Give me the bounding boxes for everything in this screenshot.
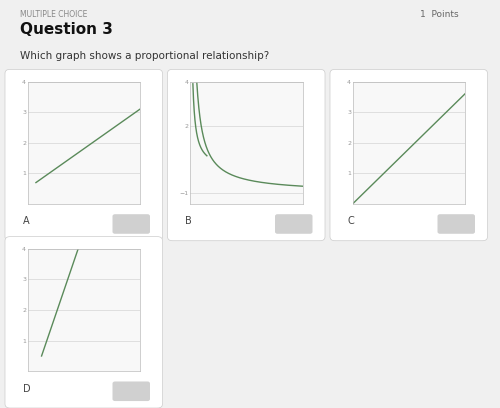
Text: C: C xyxy=(348,216,354,226)
Text: B: B xyxy=(185,216,192,226)
Text: MULTIPLE CHOICE: MULTIPLE CHOICE xyxy=(20,10,87,19)
Text: A: A xyxy=(22,216,29,226)
Text: Question 3: Question 3 xyxy=(20,22,113,38)
Text: Which graph shows a proportional relationship?: Which graph shows a proportional relatio… xyxy=(20,51,269,61)
Text: D: D xyxy=(22,384,30,394)
Text: 1  Points: 1 Points xyxy=(420,10,459,19)
